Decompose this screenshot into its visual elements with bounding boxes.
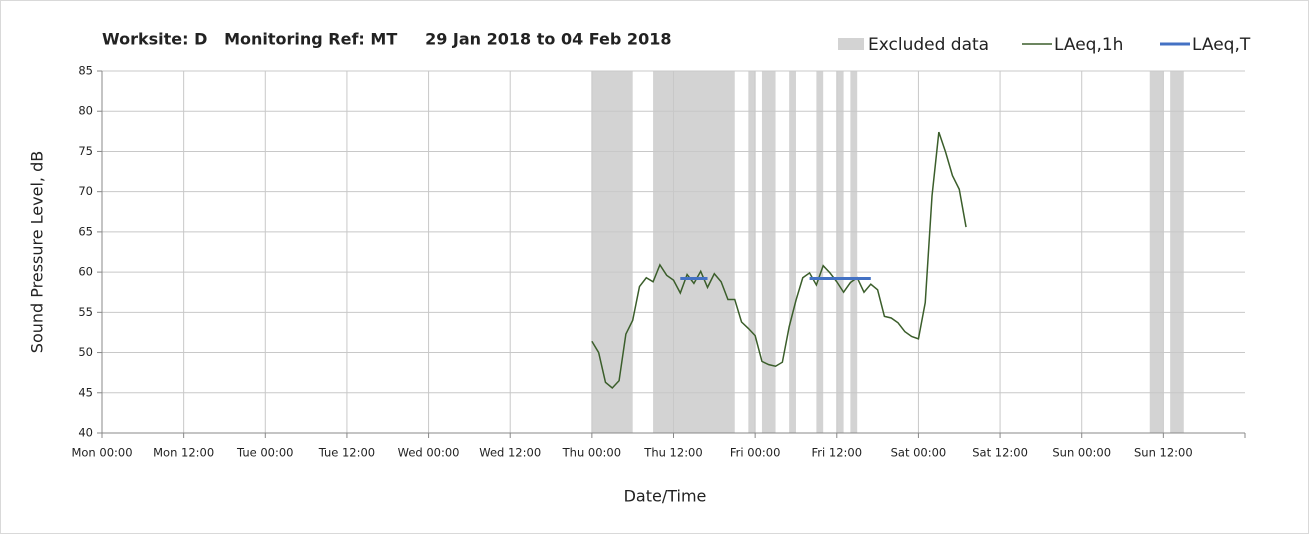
x-tick-label: Sun 12:00 [1134, 446, 1193, 460]
excluded-band [591, 71, 633, 433]
legend-label: LAeq,1h [1054, 35, 1123, 55]
y-tick-label: 80 [78, 104, 93, 118]
x-tick-label: Wed 12:00 [479, 446, 541, 460]
x-axis-title: Date/Time [624, 487, 707, 506]
excluded-band [653, 71, 735, 433]
y-tick-label: 60 [78, 265, 93, 279]
laeq-1h-line [591, 131, 967, 389]
y-tick-label: 65 [78, 224, 93, 238]
x-tick-label: Sat 00:00 [891, 446, 947, 460]
x-tick-label: Mon 00:00 [71, 446, 132, 460]
excluded-band [789, 71, 796, 433]
legend-label: Excluded data [868, 35, 989, 55]
x-tick-label: Wed 00:00 [398, 446, 460, 460]
x-tick-label: Tue 12:00 [318, 446, 375, 460]
legend-label: LAeq,T [1192, 35, 1251, 55]
x-tick-label: Sat 12:00 [972, 446, 1028, 460]
excluded-band [1149, 71, 1164, 433]
excluded-band [1170, 71, 1184, 433]
y-axis-title: Sound Pressure Level, dB [28, 151, 47, 353]
y-tick-label: 50 [78, 345, 93, 359]
x-tick-label: Fri 12:00 [812, 446, 863, 460]
x-tick-label: Thu 00:00 [562, 446, 621, 460]
y-tick-label: 75 [78, 144, 93, 158]
y-tick-label: 55 [78, 305, 93, 319]
y-tick-label: 40 [78, 426, 93, 440]
excluded-band [761, 71, 776, 433]
x-tick-label: Thu 12:00 [643, 446, 702, 460]
x-tick-label: Fri 00:00 [730, 446, 781, 460]
y-tick-label: 45 [78, 385, 93, 399]
excluded-band [816, 71, 824, 433]
excluded-band [850, 71, 858, 433]
y-tick-label: 85 [78, 64, 93, 78]
legend-swatch [838, 38, 864, 50]
x-tick-label: Sun 00:00 [1052, 446, 1111, 460]
excluded-band [748, 71, 756, 433]
chart-title: Worksite: D Monitoring Ref: MT 29 Jan 20… [102, 30, 671, 49]
x-tick-label: Mon 12:00 [153, 446, 214, 460]
y-tick-label: 70 [78, 184, 93, 198]
x-tick-label: Tue 00:00 [236, 446, 293, 460]
excluded-band [836, 71, 844, 433]
